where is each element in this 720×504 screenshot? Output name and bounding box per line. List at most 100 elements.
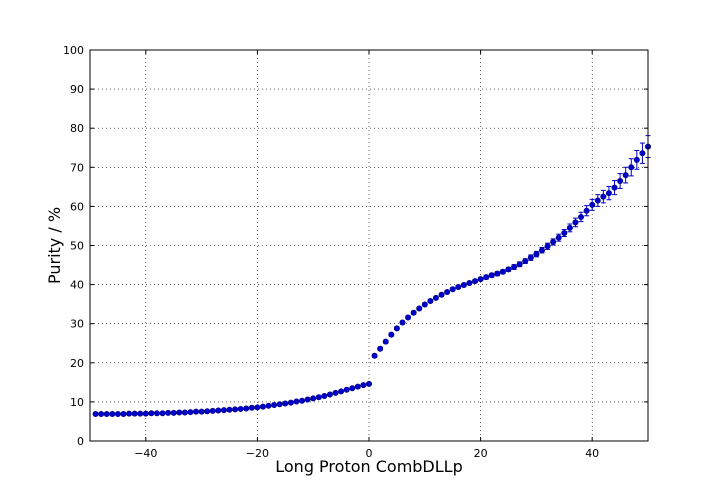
data-point [215, 407, 222, 414]
data-point [226, 406, 233, 413]
y-tick-label: 80 [70, 122, 84, 135]
x-tick-label: 0 [366, 447, 373, 460]
axis-ticks [90, 49, 648, 442]
data-point [354, 383, 361, 390]
data-point [198, 408, 205, 415]
data-point [393, 325, 400, 332]
data-point [371, 352, 378, 359]
data-point [187, 409, 194, 416]
data-point [566, 224, 573, 231]
data-point [377, 345, 384, 352]
data-point [181, 409, 188, 416]
y-tick-label: 70 [70, 161, 84, 174]
data-point [293, 398, 300, 405]
data-point [611, 184, 618, 191]
data-point [444, 289, 451, 296]
data-point [142, 410, 149, 417]
y-tick-label: 50 [70, 240, 84, 253]
y-tick-label: 30 [70, 318, 84, 331]
data-point [114, 411, 121, 418]
data-point [299, 397, 306, 404]
data-point [583, 207, 590, 214]
data-point [421, 301, 428, 308]
x-tick-labels: −40 −20 0 20 40 [134, 447, 599, 460]
data-point [232, 406, 239, 413]
data-point [360, 382, 367, 389]
data-point [159, 410, 166, 417]
data-point [271, 402, 278, 409]
data-point [505, 266, 512, 273]
data-point [170, 409, 177, 416]
data-point [131, 410, 138, 417]
data-point [589, 201, 596, 208]
data-point [617, 177, 624, 184]
data-point [321, 393, 328, 400]
data-point [209, 407, 216, 414]
data-point [527, 254, 534, 261]
data-point [92, 411, 99, 418]
data-point [494, 270, 501, 277]
data-point [243, 405, 250, 412]
data-point [460, 281, 467, 288]
data-point [326, 391, 333, 398]
y-tick-label: 10 [70, 396, 84, 409]
data-point [254, 404, 261, 411]
x-tick-label: 20 [474, 447, 488, 460]
y-tick-label: 20 [70, 357, 84, 370]
x-tick-label: −20 [246, 447, 269, 460]
data-point [237, 405, 244, 412]
data-point [220, 407, 227, 414]
data-point [410, 309, 417, 316]
data-point [488, 272, 495, 279]
data-point [455, 283, 462, 290]
data-point [103, 411, 110, 418]
data-point [605, 190, 612, 197]
data-point [148, 410, 155, 417]
x-tick-label: 40 [585, 447, 599, 460]
data-point [639, 150, 646, 157]
data-point [153, 410, 160, 417]
x-tick-label: −40 [134, 447, 157, 460]
data-point [332, 389, 339, 396]
data-point [449, 286, 456, 293]
data-point [522, 258, 529, 265]
data-point [282, 400, 289, 407]
y-tick-label: 60 [70, 200, 84, 213]
data-point [594, 197, 601, 204]
data-point [276, 401, 283, 408]
data-point [109, 411, 116, 418]
data-point [399, 319, 406, 326]
data-point [126, 410, 133, 417]
data-point [477, 276, 484, 283]
y-tick-label: 100 [63, 44, 84, 57]
data-point [578, 213, 585, 220]
data-point [628, 164, 635, 171]
data-point [165, 409, 172, 416]
data-point [550, 238, 557, 245]
data-point [572, 219, 579, 226]
y-tick-label: 90 [70, 83, 84, 96]
data-point [304, 396, 311, 403]
data-point [555, 234, 562, 241]
data-point [310, 395, 317, 402]
data-point [349, 385, 356, 392]
data-point [438, 291, 445, 298]
data-point [432, 294, 439, 301]
data-point [622, 172, 629, 179]
data-point [343, 386, 350, 393]
data-point [204, 408, 211, 415]
data-point [248, 404, 255, 411]
data-point [98, 411, 105, 418]
data-point [633, 156, 640, 163]
data-point [544, 243, 551, 250]
data-point [472, 278, 479, 285]
data-point [600, 193, 607, 200]
data-point [388, 331, 395, 338]
data-point [382, 338, 389, 345]
data-point [315, 394, 322, 401]
y-tick-label: 40 [70, 279, 84, 292]
data-point [137, 410, 144, 417]
data-point [516, 261, 523, 268]
data-point [193, 408, 200, 415]
